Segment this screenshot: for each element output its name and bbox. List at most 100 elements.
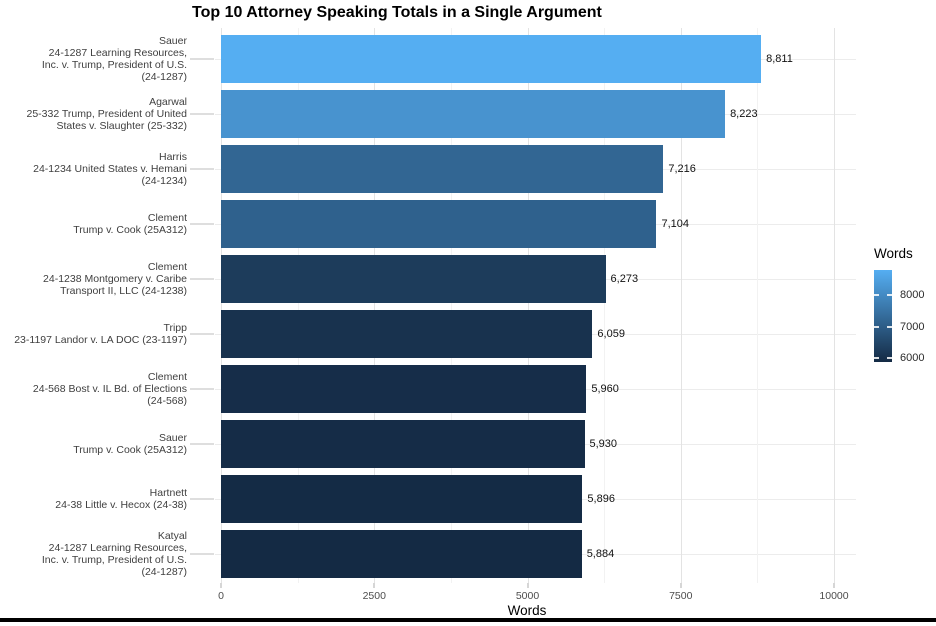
legend-colorbar — [874, 270, 892, 362]
bar — [221, 255, 606, 303]
gridline-x-major — [221, 28, 222, 583]
y-axis-label-line: 23-1197 Landor v. LA DOC (23-1197) — [14, 334, 187, 346]
chart-title: Top 10 Attorney Speaking Totals in a Sin… — [192, 4, 602, 21]
y-axis-tick — [190, 443, 214, 445]
legend-colorbar-tick — [874, 357, 879, 360]
y-axis-tick — [190, 168, 214, 170]
bar-value-label: 8,223 — [730, 108, 758, 120]
x-tick-label: 5000 — [515, 590, 540, 602]
gridline-x-minor — [604, 28, 606, 583]
gridline-x-major — [680, 28, 682, 583]
bar-value-label: 5,884 — [586, 548, 615, 560]
legend-colorbar-tick — [887, 294, 892, 297]
y-axis-label-line: Trump v. Cook (25A312) — [73, 444, 187, 456]
gridline-x-major — [374, 28, 376, 583]
x-axis-tick — [679, 583, 682, 588]
bar — [221, 310, 593, 358]
gridline-x-major — [834, 28, 835, 583]
gridline-x-minor — [757, 28, 759, 583]
x-tick-label: 7500 — [669, 590, 693, 602]
y-axis-label-line: Clement — [147, 371, 187, 383]
gridline-x-minor — [297, 28, 299, 583]
x-axis-tick — [373, 583, 376, 588]
x-tick-label: 10000 — [819, 590, 849, 602]
bar-value-label: 5,930 — [589, 438, 618, 450]
y-axis-label-line: States v. Slaughter (25-332) — [56, 120, 187, 132]
y-axis-label: Katyal 24-1287 Learning Resources, Inc. v.… — [0, 530, 187, 578]
x-axis-tick — [833, 583, 835, 588]
bar-value-label: 5,896 — [587, 493, 615, 505]
y-axis-label: Clement 24-568 Bost v. IL Bd. of Election… — [0, 365, 187, 413]
legend-colorbar-tick — [874, 325, 879, 328]
bar-value-label: 5,960 — [591, 383, 619, 395]
legend-colorbar-tick — [887, 325, 892, 328]
gridline-x-major — [527, 28, 529, 583]
y-axis-tick — [190, 223, 214, 225]
bar-value-label: 6,059 — [597, 328, 625, 340]
bar — [221, 35, 762, 83]
legend-tick-label: 6000 — [900, 352, 925, 365]
y-axis-tick — [190, 58, 214, 60]
y-axis-label: Sauer Trump v. Cook (25A312) — [0, 420, 187, 468]
legend: Words 8000 7000 6000 — [873, 246, 936, 364]
y-axis-label-line: Sauer — [158, 432, 187, 444]
y-axis-label: Sauer 24-1287 Learning Resources, Inc. v. … — [0, 35, 187, 83]
legend-colorbar-tick — [887, 357, 892, 360]
bar — [221, 365, 587, 413]
bar — [221, 420, 585, 468]
y-axis-label-line: 24-1238 Montgomery v. Caribe — [43, 273, 187, 285]
x-axis-title: Words — [507, 603, 547, 618]
bar-value-label: 7,216 — [668, 163, 696, 175]
y-axis-tick — [190, 113, 214, 115]
y-axis-tick — [190, 553, 214, 555]
y-axis-label-line: Inc. v. Trump, President of U.S. — [41, 59, 187, 71]
bar — [221, 145, 664, 193]
y-axis-tick — [190, 498, 214, 500]
bar — [221, 530, 582, 578]
bar-value-label: 7,104 — [661, 218, 689, 230]
y-axis-label-line: Hartnett — [149, 487, 187, 499]
y-axis-label-line: Harris — [159, 151, 187, 163]
y-axis-tick — [190, 388, 214, 390]
y-axis-label-line: Inc. v. Trump, President of U.S. — [41, 554, 187, 566]
y-axis-label-line: Transport II, LLC (24-1238) — [60, 285, 187, 297]
bar — [221, 90, 726, 138]
y-axis-label-line: Sauer — [158, 35, 187, 47]
y-axis-tick — [190, 333, 214, 335]
y-axis-label: Harris 24-1234 United States v. Hemani (24… — [0, 145, 187, 193]
y-axis-label: Agarwal 25-332 Trump, President of United… — [0, 90, 187, 138]
bar — [221, 475, 583, 523]
y-axis-label: Clement 24-1238 Montgomery v. Caribe Trans… — [0, 255, 187, 303]
y-axis-label-line: 24-568 Bost v. IL Bd. of Elections — [32, 383, 187, 395]
legend-tick-label: 8000 — [900, 289, 925, 302]
bar — [221, 200, 657, 248]
legend-colorbar-tick — [874, 294, 879, 297]
x-axis-tick — [526, 583, 529, 588]
y-axis-label-line: 24-1234 United States v. Hemani — [33, 163, 187, 175]
x-tick-label: 2500 — [362, 590, 386, 602]
y-axis-label-line: (24-1234) — [141, 175, 187, 187]
bar-value-label: 6,273 — [610, 273, 639, 285]
y-axis-label-line: (24-568) — [147, 395, 187, 407]
y-axis-label-line: Katyal — [157, 530, 187, 542]
legend-tick-label: 7000 — [900, 320, 925, 333]
y-axis-label-line: 24-1287 Learning Resources, — [48, 542, 187, 554]
y-axis-label: Hartnett 24-38 Little v. Hecox (24-38) — [0, 475, 187, 523]
y-axis-label-line: Agarwal — [149, 96, 187, 108]
y-axis-label-line: 25-332 Trump, President of United — [26, 108, 187, 120]
y-axis-label-line: 24-38 Little v. Hecox (24-38) — [55, 499, 187, 511]
y-axis-label-line: (24-1287) — [141, 71, 187, 83]
y-axis-label-line: Clement — [147, 261, 187, 273]
y-axis-label-line: Trump v. Cook (25A312) — [73, 224, 187, 236]
x-tick-label: 0 — [218, 590, 224, 602]
y-axis-label-line: Tripp — [163, 322, 187, 334]
bar-value-label: 8,811 — [766, 53, 793, 65]
bottom-border — [0, 618, 936, 622]
gridline-x-minor — [450, 28, 452, 583]
y-axis-label: Tripp 23-1197 Landor v. LA DOC (23-1197) — [0, 310, 187, 358]
x-axis-tick — [220, 583, 222, 588]
y-axis-label-line: 24-1287 Learning Resources, — [48, 47, 187, 59]
y-axis-label: Clement Trump v. Cook (25A312) — [0, 200, 187, 248]
y-axis-tick — [190, 278, 214, 280]
